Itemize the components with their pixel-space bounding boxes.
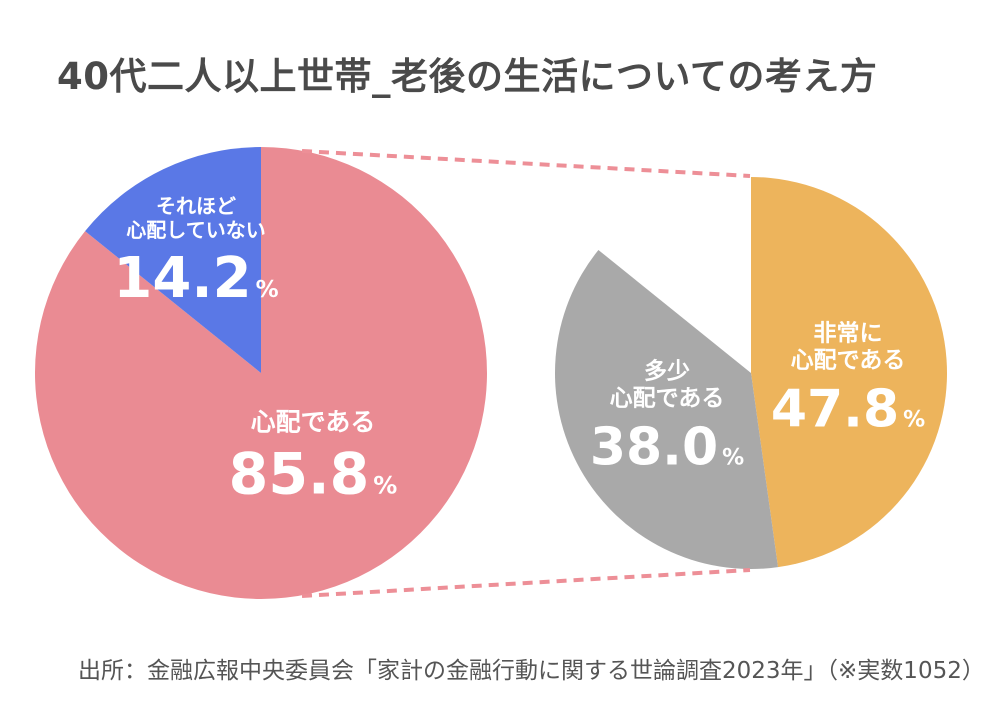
slice-label-somewhat-worried: 多少 心配である 38.0 % [590,358,744,473]
connector-line-bottom [301,568,751,598]
chart-title: 40代二人以上世帯_老後の生活についての考え方 [57,55,878,98]
slice-value: 14.2 % [113,246,279,312]
slice-label-text: 多少 心配である [609,358,725,412]
slice-label-worried: 心配である 85.8 % [229,407,398,503]
pie-slice-非常に心配である [751,177,947,568]
percent-sign: % [722,445,745,471]
pie-slice-心配である [35,147,488,599]
pie-slice-多少心配である [554,249,779,570]
source-note: 出所：金融広報中央委員会「家計の金融行動に関する世論調査2023年」（※実数10… [78,658,981,684]
percent-sign: % [903,407,926,433]
slice-value: 38.0 % [589,417,745,478]
slice-value: 47.8 % [770,379,926,440]
slice-label-text: 心配である [250,407,376,437]
slice-label-very-worried: 非常に 心配である 47.8 % [771,320,925,435]
slice-label-text: 非常に 心配である [790,320,906,374]
slice-label-not-so-worried: それほど 心配していない 14.2 % [113,193,279,312]
slice-value: 85.8 % [228,440,398,507]
connector-line-top [301,149,751,178]
slice-label-text: それほど 心配していない [126,193,266,242]
pie-slice-それほど心配していない [85,147,261,373]
percent-sign: % [373,470,398,499]
pie-slices [35,147,947,599]
percent-sign: % [255,277,279,304]
